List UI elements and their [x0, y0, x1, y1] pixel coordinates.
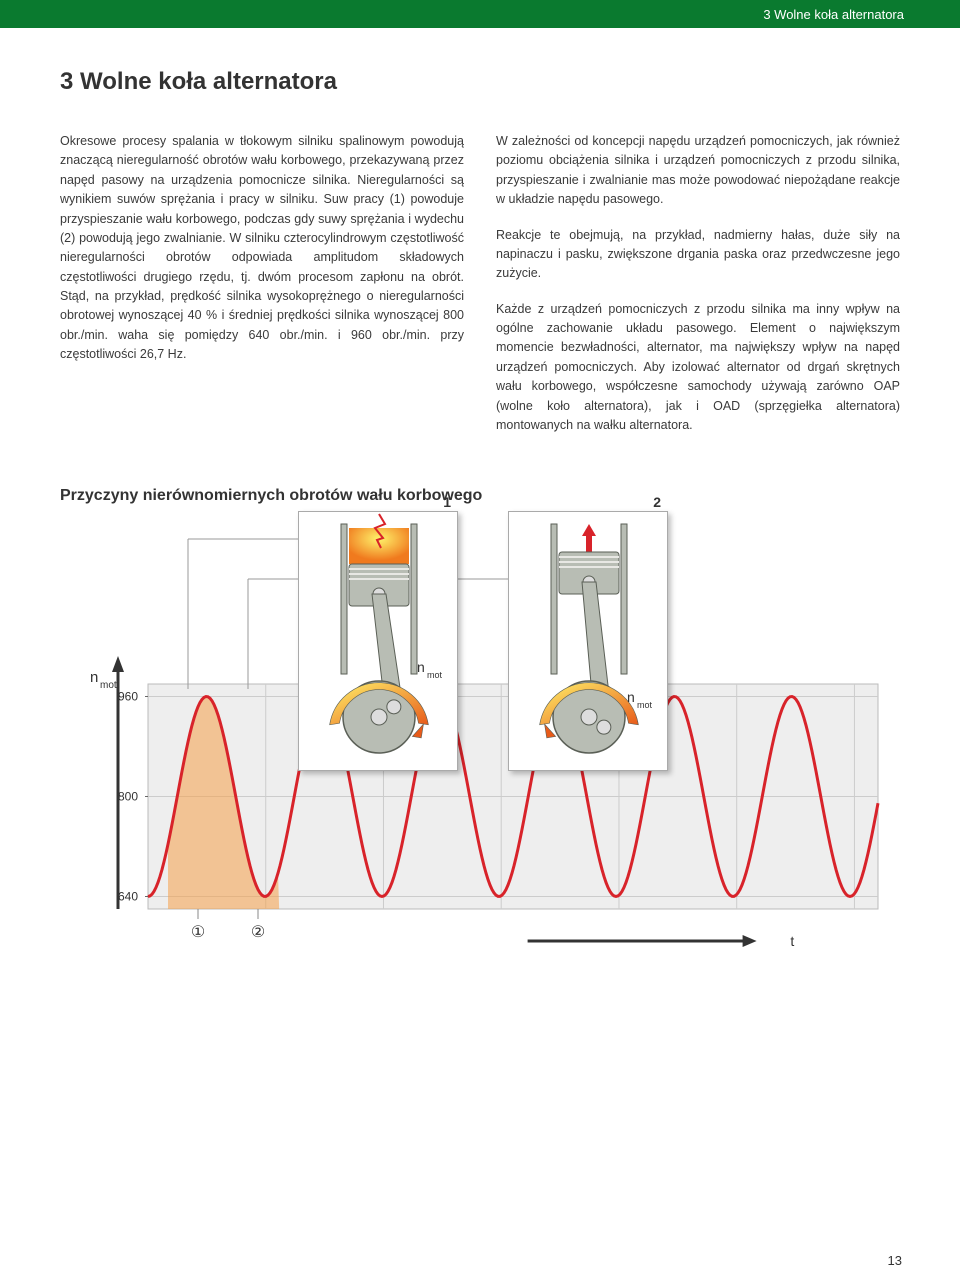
- svg-text:t: t: [790, 933, 794, 949]
- svg-text:①: ①: [191, 924, 205, 941]
- header-section-label: 3 Wolne koła alternatora: [763, 7, 904, 22]
- piston-box-1: 1 nmot: [298, 511, 458, 771]
- svg-text:800: 800: [118, 790, 138, 804]
- left-column: Okresowe procesy spalania w tłokowym sil…: [60, 132, 464, 451]
- paragraph-right-1: W zależności od koncepcji napędu urządze…: [496, 132, 900, 210]
- svg-text:n: n: [417, 659, 425, 675]
- svg-text:mot: mot: [427, 670, 443, 680]
- right-column: W zależności od koncepcji napędu urządze…: [496, 132, 900, 451]
- svg-text:mot: mot: [637, 700, 653, 710]
- page-title: 3 Wolne koła alternatora: [60, 68, 900, 96]
- svg-text:n: n: [90, 669, 98, 686]
- subheading: Przyczyny nierównomiernych obrotów wału …: [60, 487, 900, 505]
- svg-text:960: 960: [118, 690, 138, 704]
- page-number: 13: [888, 1253, 902, 1268]
- svg-text:640: 640: [118, 890, 138, 904]
- piston-label-2: 2: [653, 494, 661, 510]
- svg-text:②: ②: [251, 924, 265, 941]
- svg-text:mot: mot: [100, 680, 117, 691]
- svg-text:n: n: [627, 689, 635, 705]
- paragraph-left: Okresowe procesy spalania w tłokowym sil…: [60, 132, 464, 365]
- diagram: nmot960800640t①② 1 nmot 2 nmot: [60, 519, 900, 939]
- piston-illustration-2: nmot: [509, 512, 669, 772]
- paragraph-right-2: Reakcje te obejmują, na przykład, nadmie…: [496, 226, 900, 284]
- piston-box-2: 2 nmot: [508, 511, 668, 771]
- paragraph-right-3: Każde z urządzeń pomocniczych z przodu s…: [496, 300, 900, 436]
- chart-svg: nmot960800640t①②: [78, 519, 898, 949]
- piston-illustration-1: nmot: [299, 512, 459, 772]
- piston-label-1: 1: [443, 494, 451, 510]
